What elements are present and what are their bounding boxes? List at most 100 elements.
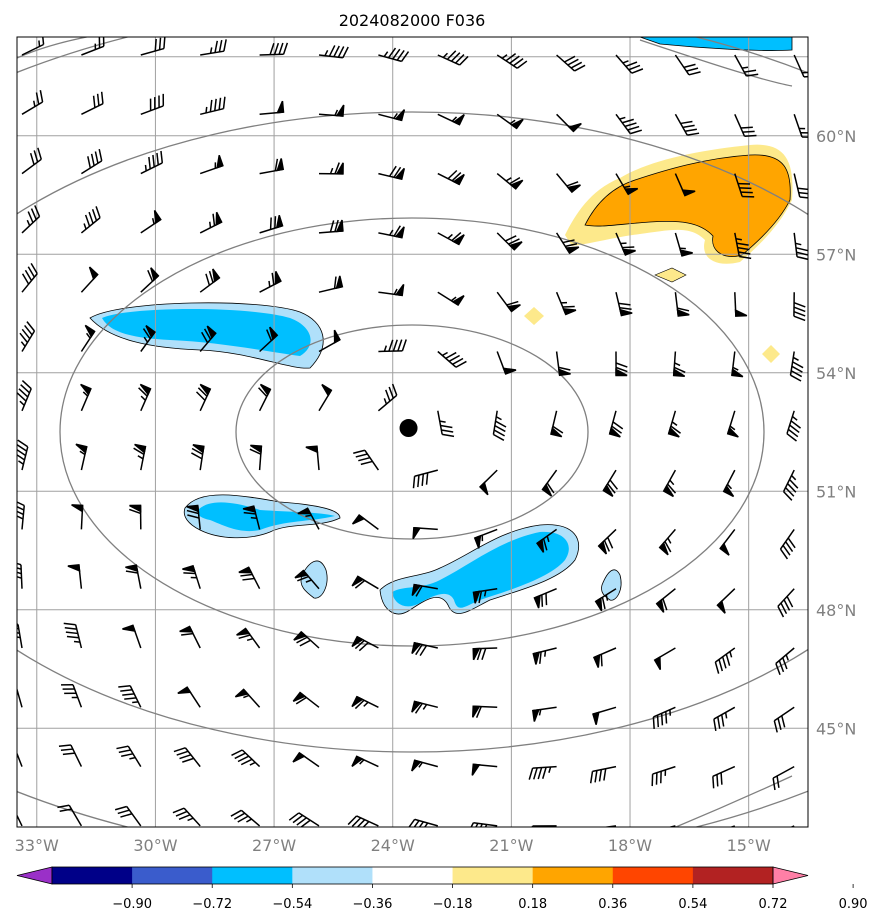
wind-barb [789,825,795,827]
wind-barb [496,351,517,375]
wind-barb [556,113,582,133]
wind-barb [479,469,498,496]
wind-barb [734,232,752,260]
wind-barb [378,47,410,63]
colorbar-tick-label: 0.72 [759,897,788,912]
longitude-label: 33°W [15,836,59,855]
wind-barb [140,150,164,175]
wind-barb [293,630,320,649]
colorbar-tick-label: −0.54 [272,897,312,912]
wind-barb [556,54,586,72]
wind-barb [658,528,676,556]
wind-barb [172,807,201,827]
colorbar-tick-label: 0.90 [839,897,868,912]
colorbar-segment [292,867,373,884]
wind-barb [674,113,700,136]
wind-barb [259,100,285,116]
longitude-label: 30°W [133,836,177,855]
positive-anomaly-spot-c [762,345,780,363]
wind-barb [19,321,36,352]
wind-barb [17,501,25,530]
wind-barb [411,583,438,597]
wind-barb [496,53,528,69]
colorbar-tick-label: −0.72 [192,897,232,912]
wind-barb [793,292,806,322]
colorbar-extend-low [16,866,53,885]
positive-anomaly-spot-a [654,267,687,283]
wind-barb [615,351,628,377]
wind-barb [667,410,681,438]
latitude-label: 60°N [816,127,856,146]
wind-barb [793,173,808,199]
wind-barb [536,528,558,553]
wind-barb [21,262,38,293]
wind-barb [412,526,438,540]
colorbar-segment [52,867,133,884]
negative-anomaly-top [639,37,793,51]
wind-barb [259,42,289,56]
wind-barb [411,759,438,772]
wind-barb [719,528,736,556]
wind-barb [17,686,23,708]
wind-barb [734,173,755,198]
latitude-label: 54°N [816,364,856,383]
wind-barb [292,751,320,768]
contour-northwest-arc [17,37,91,59]
wind-barb [378,109,406,122]
wind-barb [411,641,438,657]
negative-anomaly-small-a [300,560,328,599]
wind-barb [179,625,201,649]
pressure-contours [17,37,808,827]
wind-barb [531,706,557,722]
latitude-label: 57°N [816,245,856,264]
figure-title: 2024082000 F036 [339,11,486,30]
wind-barb [555,232,580,255]
wind-barb [437,410,455,438]
wind-barb [674,54,701,76]
wind-barb [140,325,156,352]
wind-barb [351,575,379,590]
wind-barb [777,588,795,618]
wind-barb [653,647,676,671]
wind-barb [608,410,624,438]
contour-northeast-arc [639,39,793,87]
wind-barb [713,706,736,732]
wind-barb [592,647,617,668]
wind-barb [793,114,808,138]
latitude-label: 48°N [816,601,856,620]
wind-barb [662,469,677,498]
wind-barb [81,37,105,56]
wind-barb [125,564,142,589]
wind-barb [592,706,617,725]
wind-barb [17,379,32,412]
colorbar-tick-label: −0.90 [112,897,152,912]
wind-barb [21,90,44,115]
wind-barb [138,383,152,412]
wind-barb [492,410,507,441]
wind-barb [473,528,498,549]
wind-barb [17,751,23,767]
contour-inner [235,324,589,540]
colorbar-segment [692,867,774,884]
colorbar-tick-label: 0.18 [518,897,547,912]
wind-barb [496,173,524,190]
wind-barb [411,700,438,714]
wind-barb [238,566,261,590]
wind-barb [318,45,349,59]
wind-barb [528,765,557,780]
contour-outer [17,111,808,753]
wind-barb [786,410,802,442]
wind-barb [80,383,92,412]
graticule [17,37,808,827]
wind-barb [259,215,284,234]
colorbar-tick-label: 0.54 [678,897,707,912]
wind-barb [182,564,201,589]
wind-barb [674,232,693,257]
wind-barb [297,507,320,530]
wind-barb [555,351,571,377]
wind-barb [81,148,103,175]
wind-barb [351,635,379,652]
wind-barb [173,747,201,768]
wind-barb [734,292,748,317]
